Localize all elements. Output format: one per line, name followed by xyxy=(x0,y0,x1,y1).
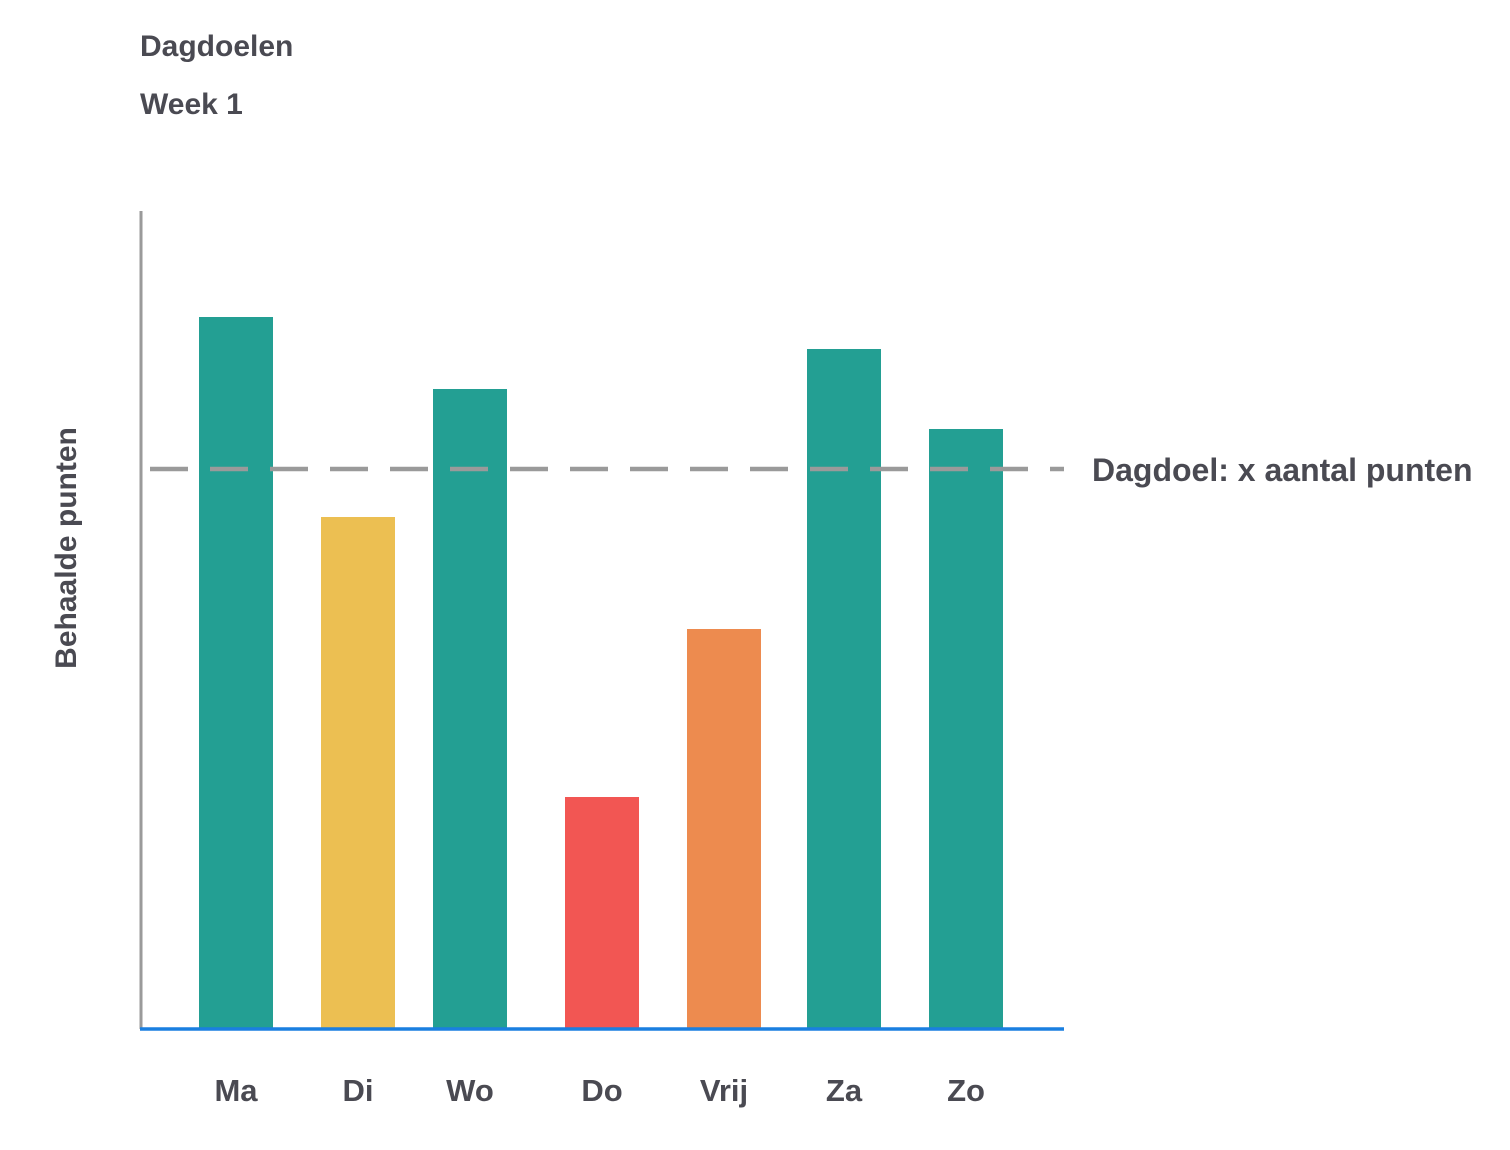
bar-zo xyxy=(929,429,1003,1029)
bars-group xyxy=(199,317,1003,1029)
bar-za xyxy=(807,349,881,1029)
x-tick-label-di: Di xyxy=(343,1073,374,1108)
y-axis-label: Behaalde punten xyxy=(50,427,83,669)
bar-ma xyxy=(199,317,273,1029)
x-tick-label-do: Do xyxy=(581,1073,622,1108)
x-tick-labels: Ma Di Wo Do Vrij Za Zo xyxy=(214,1073,984,1108)
x-tick-label-vrij: Vrij xyxy=(700,1073,748,1108)
x-tick-label-zo: Zo xyxy=(947,1073,985,1108)
chart-subtitle: Week 1 xyxy=(140,88,243,121)
chart-title: Dagdoelen xyxy=(140,30,294,63)
x-tick-label-wo: Wo xyxy=(446,1073,494,1108)
bar-vrij xyxy=(687,629,761,1029)
target-reference-label: Dagdoel: x aantal punten xyxy=(1092,452,1472,488)
bar-di xyxy=(321,517,395,1029)
x-tick-label-ma: Ma xyxy=(214,1073,258,1108)
bar-do xyxy=(565,797,639,1029)
x-tick-label-za: Za xyxy=(826,1073,863,1108)
bar-wo xyxy=(433,389,507,1029)
